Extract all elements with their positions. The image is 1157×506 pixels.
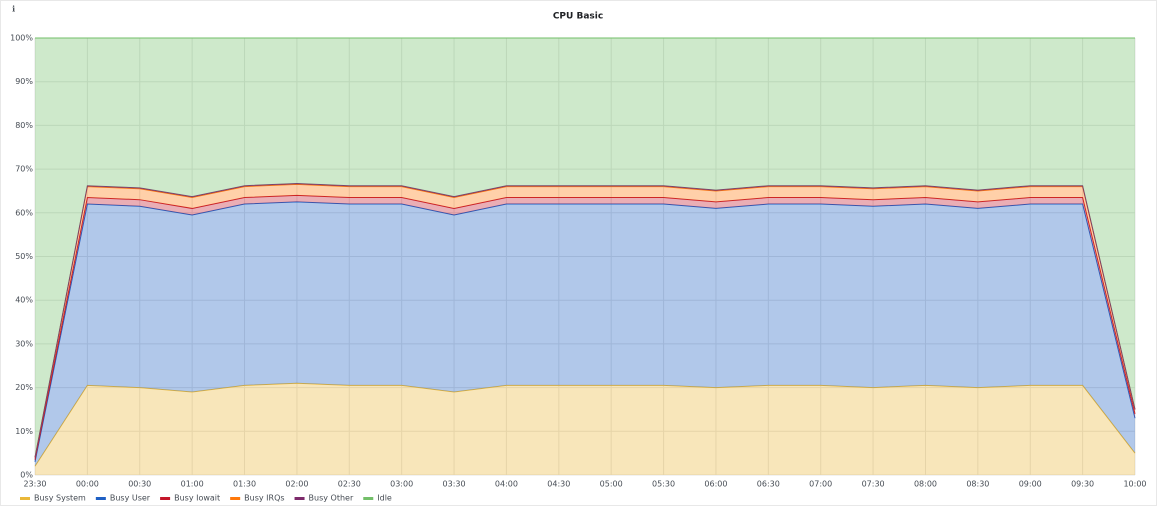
y-tick-label: 0% <box>20 471 33 480</box>
y-tick-label: 100% <box>10 34 33 43</box>
grid <box>34 37 1136 476</box>
legend: Busy System Busy User Busy Iowait Busy IRQs… <box>20 494 392 503</box>
x-tick-label: 07:30 <box>862 480 885 489</box>
x-tick-label: 02:00 <box>285 480 308 489</box>
x-tick-label: 05:00 <box>600 480 623 489</box>
x-tick-label: 08:00 <box>914 480 937 489</box>
x-tick-label: 02:30 <box>338 480 361 489</box>
legend-label: Busy IRQs <box>244 494 284 503</box>
x-tick-label: 09:00 <box>1019 480 1042 489</box>
x-tick-label: 10:00 <box>1123 480 1146 489</box>
x-tick-label: 01:00 <box>181 480 204 489</box>
x-tick-label: 00:00 <box>76 480 99 489</box>
x-tick-label: 04:30 <box>547 480 570 489</box>
x-tick-label: 04:00 <box>495 480 518 489</box>
legend-swatch <box>363 497 374 500</box>
x-tick-label: 06:00 <box>704 480 727 489</box>
area-fill <box>35 201 1135 467</box>
legend-label: Idle <box>377 494 392 503</box>
x-tick-label: 03:30 <box>443 480 466 489</box>
legend-swatch <box>95 497 106 500</box>
x-tick-label: 09:30 <box>1071 480 1094 489</box>
info-icon[interactable]: ℹ <box>12 5 15 14</box>
legend-label: Busy User <box>110 494 151 503</box>
chart-title: CPU Basic <box>553 12 603 22</box>
area-line <box>34 183 1136 458</box>
y-tick-label: 60% <box>15 208 33 217</box>
legend-swatch <box>160 497 171 500</box>
area-fill <box>35 38 1135 458</box>
y-tick-label: 30% <box>15 339 33 348</box>
x-tick-label: 00:30 <box>128 480 151 489</box>
legend-swatch <box>230 497 241 500</box>
x-tick-label: 05:30 <box>652 480 675 489</box>
x-tick-label: 06:30 <box>757 480 780 489</box>
x-tick-label: 07:00 <box>809 480 832 489</box>
areas <box>34 37 1136 475</box>
legend-label: Busy System <box>34 494 86 503</box>
legend-swatch <box>20 497 30 500</box>
y-tick-label: 90% <box>15 77 33 86</box>
y-tick-label: 80% <box>15 121 33 130</box>
labels: 0% 10% 20% 30% 40% 50% 60% 70% 80% 90% 100% 23:30 00… <box>10 34 1146 489</box>
x-tick-label: 23:30 <box>23 480 46 489</box>
y-tick-label: 50% <box>15 252 33 261</box>
area-fill <box>35 383 1135 475</box>
legend-swatch <box>294 497 305 500</box>
y-tick-label: 20% <box>15 383 33 392</box>
x-tick-label: 01:30 <box>233 480 256 489</box>
area-line <box>34 201 1136 462</box>
area-line <box>34 382 1136 467</box>
x-tick-label: 03:00 <box>390 480 413 489</box>
y-tick-label: 10% <box>15 427 33 436</box>
y-tick-label: 70% <box>15 165 33 174</box>
area-line <box>34 183 1136 458</box>
legend-label: Busy Iowait <box>174 494 220 503</box>
area-line <box>34 194 1136 460</box>
y-tick-label: 40% <box>15 296 33 305</box>
legend-label: Busy Other <box>309 494 354 503</box>
x-tick-label: 08:30 <box>966 480 989 489</box>
